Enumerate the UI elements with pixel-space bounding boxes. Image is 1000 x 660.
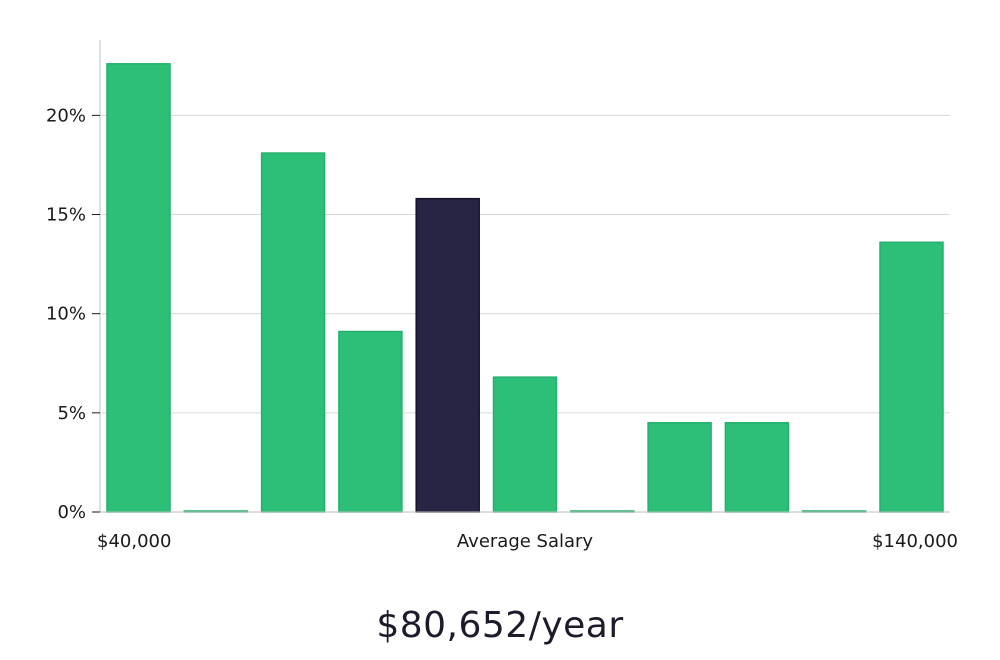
bars (106, 63, 944, 513)
y-tick-label: 15% (46, 205, 86, 226)
bar (647, 422, 712, 513)
bar (879, 241, 944, 513)
x-label-min: $40,000 (97, 531, 171, 552)
y-tick-label: 0% (57, 502, 86, 523)
chart-svg: 0% 5% 10% 15% 20% $40,000 Average Salary $14… (46, 40, 958, 552)
x-axis-title: Average Salary (457, 531, 594, 552)
highlighted-bar (415, 197, 480, 513)
bar (724, 422, 790, 513)
bar (338, 330, 403, 513)
average-salary-value: $80,652/year (376, 605, 624, 646)
x-label-max: $140,000 (872, 531, 958, 552)
grid-lines (100, 114, 950, 414)
bar (492, 376, 558, 513)
bar (260, 152, 326, 513)
axes (92, 40, 950, 513)
y-tick-label: 20% (46, 105, 86, 126)
bar (106, 63, 171, 513)
y-tick-label: 10% (46, 304, 86, 325)
salary-histogram: 0% 5% 10% 15% 20% $40,000 Average Salary $14… (46, 40, 958, 552)
y-tick-label: 5% (57, 403, 86, 424)
y-ticks: 0% 5% 10% 15% 20% (46, 105, 100, 523)
